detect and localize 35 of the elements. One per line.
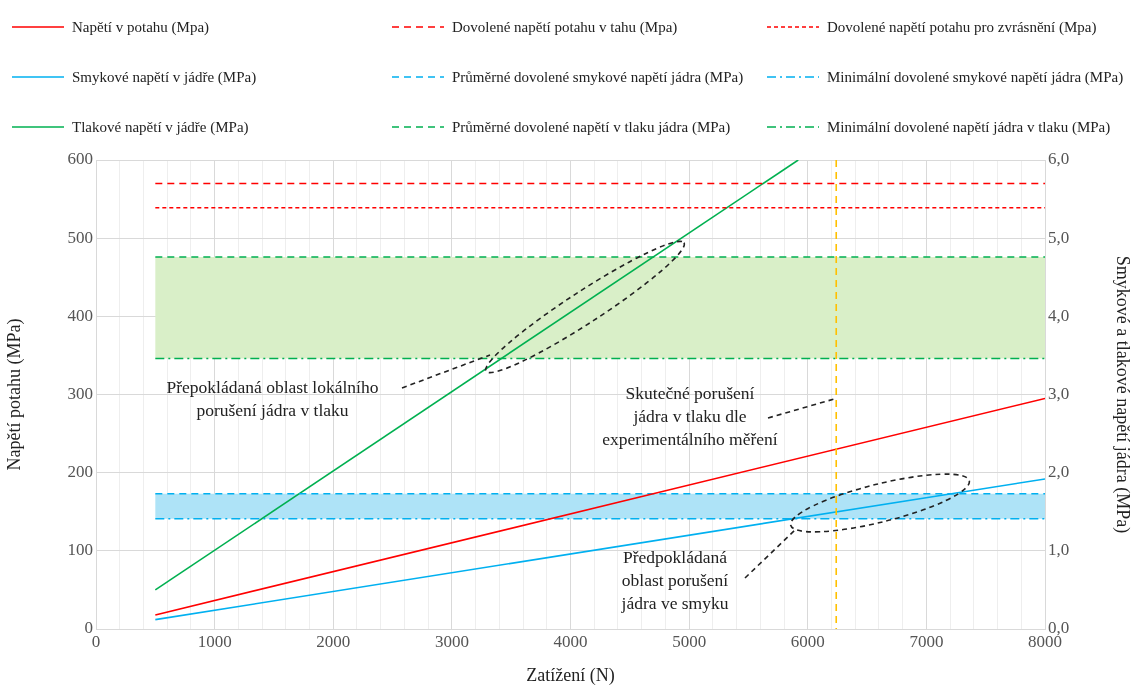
y-tick-label: 200 — [67, 462, 93, 482]
x-tick-label: 3000 — [434, 631, 469, 651]
y-tick-label: 500 — [67, 227, 93, 247]
x-axis-title: Zatížení (N) — [526, 664, 615, 686]
x-tick-label: 1000 — [197, 631, 232, 651]
y2-tick-label: 6,0 — [1048, 149, 1070, 169]
x-tick-label: 2000 — [316, 631, 351, 651]
legend-label: Smykové napětí v jádře (MPa) — [72, 68, 257, 86]
y-tick-label: 300 — [67, 383, 93, 403]
y2-tick-label: 2,0 — [1048, 462, 1070, 482]
legend-label: Průměrné dovolené smykové napětí jádra (MPa) — [452, 68, 744, 86]
x-tick-label: 5000 — [672, 631, 707, 651]
y-tick-label: 0 — [84, 618, 93, 638]
y2-tick-label: 3,0 — [1048, 383, 1070, 403]
legend-label: Dovolené napětí potahu v tahu (Mpa) — [452, 18, 678, 36]
y-tick-label: 600 — [67, 149, 93, 169]
legend-label: Dovolené napětí potahu pro zvrásnění (Mpa) — [827, 18, 1097, 36]
y2-axis-title: Smykové a tlakové napětí jádra (MPa) — [1112, 255, 1134, 534]
y2-tick-label: 1,0 — [1048, 540, 1070, 560]
y2-tick-label: 4,0 — [1048, 305, 1070, 325]
annotation: Předpokládaná oblast porušení jádra ve smyku — [620, 546, 730, 615]
y-axis-title: Napětí potahu (MPa) — [3, 318, 25, 471]
legend-label: Minimální dovolené smykové napětí jádra (MPa) — [827, 68, 1124, 86]
annotation: Skutečné porušení jádra v tlaku dle experimentálního měření — [601, 382, 779, 451]
legend-label: Napětí v potahu (Mpa) — [72, 18, 210, 36]
legend-label: Průměrné dovolené napětí v tlaku jádra (MPa) — [452, 118, 731, 136]
y-tick-label: 100 — [67, 540, 93, 560]
y-tick-label: 400 — [67, 305, 93, 325]
legend-label: Minimální dovolené napětí jádra v tlaku (MPa) — [827, 118, 1111, 136]
x-tick-label: 6000 — [790, 631, 825, 651]
x-tick-label: 7000 — [909, 631, 944, 651]
annotation: Přepokládaná oblast lokálního porušení jádra v tlaku — [165, 376, 380, 422]
y2-tick-label: 5,0 — [1048, 227, 1070, 247]
x-tick-label: 4000 — [553, 631, 588, 651]
legend-label: Tlakové napětí v jádře (MPa) — [72, 118, 249, 136]
